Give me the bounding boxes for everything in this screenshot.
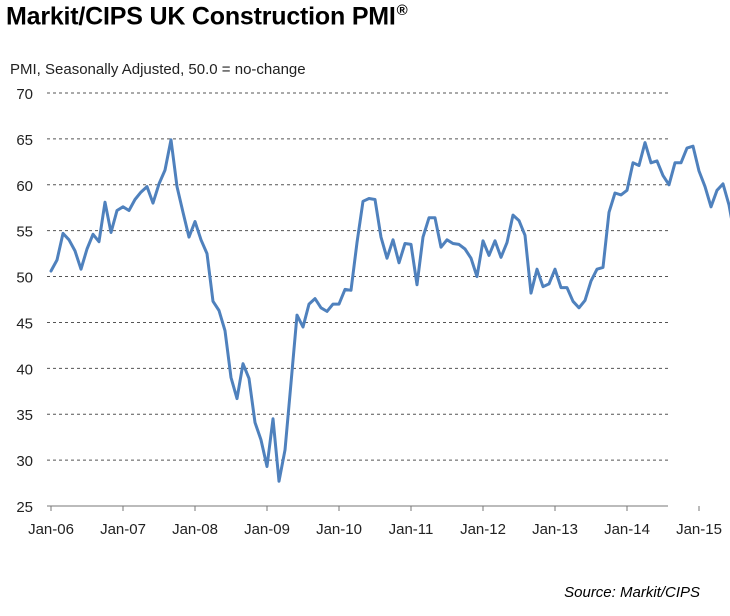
y-tick-label-60: 60 bbox=[16, 178, 33, 195]
x-axis bbox=[47, 505, 700, 511]
series-layer bbox=[49, 138, 730, 483]
x-tick-label-Jan-06: Jan-06 bbox=[28, 521, 74, 538]
x-tick-label-Jan-12: Jan-12 bbox=[460, 521, 506, 538]
gridlines bbox=[47, 92, 668, 461]
x-tick-label-Jan-08: Jan-08 bbox=[172, 521, 218, 538]
x-tick-label-Jan-14: Jan-14 bbox=[604, 521, 650, 538]
registered-mark: ® bbox=[396, 2, 408, 19]
y-tick-label-30: 30 bbox=[16, 453, 33, 470]
x-tick-label-Jan-09: Jan-09 bbox=[244, 521, 290, 538]
x-axis-ticks: Jan-06 Jan-07 Jan-08 Jan-09 Jan-10 Jan-11 Jan-… bbox=[28, 521, 722, 538]
y-tick-label-40: 40 bbox=[16, 361, 33, 378]
y-tick-label-35: 35 bbox=[16, 407, 33, 424]
y-tick-label-70: 70 bbox=[16, 86, 33, 103]
y-tick-label-65: 65 bbox=[16, 132, 33, 149]
x-tick-label-Jan-07: Jan-07 bbox=[100, 521, 146, 538]
chart-subtitle: PMI, Seasonally Adjusted, 50.0 = no-chan… bbox=[10, 61, 306, 78]
x-tick-label-Jan-13: Jan-13 bbox=[532, 521, 578, 538]
y-tick-label-25: 25 bbox=[16, 499, 33, 516]
y-tick-label-45: 45 bbox=[16, 315, 33, 332]
x-tick-label-Jan-15: Jan-15 bbox=[676, 521, 722, 538]
y-tick-label-50: 50 bbox=[16, 270, 33, 287]
source-note: Source: Markit/CIPS bbox=[564, 584, 700, 601]
y-axis-ticks: 25 30 35 40 45 50 55 60 65 70 bbox=[16, 86, 33, 516]
chart-title: Markit/CIPS UK Construction PMI® bbox=[6, 2, 408, 31]
series-line-pmi bbox=[49, 138, 730, 483]
x-tick-label-Jan-11: Jan-11 bbox=[389, 521, 434, 538]
y-tick-label-55: 55 bbox=[16, 224, 33, 241]
x-tick-label-Jan-10: Jan-10 bbox=[316, 521, 362, 538]
